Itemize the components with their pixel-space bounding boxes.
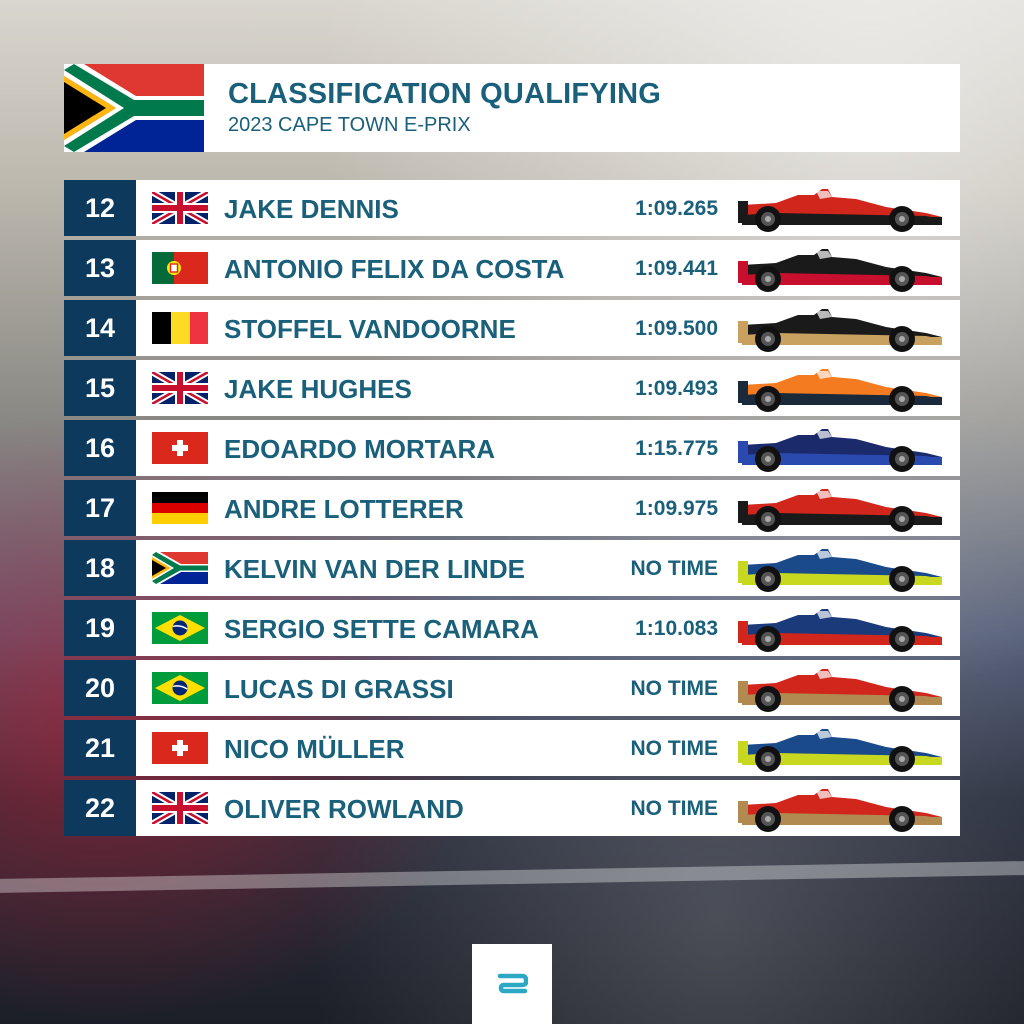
lap-time: 1:10.083 [635, 617, 718, 640]
table-row: 17 ANDRE LOTTERER 1:09.975 [64, 480, 960, 536]
page-subtitle: 2023 CAPE TOWN E-PRIX [228, 114, 471, 136]
brazil-flag-icon [152, 672, 208, 704]
table-row: 13 ANTONIO FELIX DA COSTA 1:09.441 [64, 240, 960, 296]
race-car-icon [738, 489, 942, 532]
formula-e-logo [472, 944, 552, 1024]
position-number: 22 [64, 780, 136, 836]
table-row: 14 STOFFEL VANDOORNE 1:09.500 [64, 300, 960, 356]
lap-time: 1:09.265 [635, 197, 718, 220]
race-car-icon [738, 789, 942, 832]
race-car-icon [738, 309, 942, 352]
lap-time: 1:09.975 [635, 497, 718, 520]
race-car-icon [738, 369, 942, 412]
driver-name: ANTONIO FELIX DA COSTA [224, 254, 565, 284]
position-number: 18 [64, 540, 136, 596]
uk-flag-icon [152, 792, 208, 824]
race-car-icon [738, 189, 942, 232]
position-number: 13 [64, 240, 136, 296]
south-africa-flag-icon [64, 64, 204, 152]
switzerland-flag-icon [152, 732, 208, 764]
lap-time: NO TIME [630, 737, 719, 760]
table-row: 18 KELVIN VAN DER LINDE NO TIME [64, 540, 960, 596]
table-row: 16 EDOARDO MORTARA 1:15.775 [64, 420, 960, 476]
driver-name: NICO MÜLLER [224, 734, 405, 764]
position-number: 14 [64, 300, 136, 356]
lap-time: 1:09.493 [635, 377, 718, 400]
driver-name: OLIVER ROWLAND [224, 794, 464, 824]
formula-e-logo-icon [497, 973, 528, 994]
lap-time: 1:15.775 [635, 437, 718, 460]
driver-name: LUCAS DI GRASSI [224, 674, 454, 704]
position-number: 16 [64, 420, 136, 476]
race-car-icon [738, 429, 942, 472]
south-africa-flag-icon [152, 552, 208, 584]
switzerland-flag-icon [152, 432, 208, 464]
race-car-icon [738, 549, 942, 592]
table-row: 15 JAKE HUGHES 1:09.493 [64, 360, 960, 416]
table-row: 19 SERGIO SETTE CAMARA 1:10.083 [64, 600, 960, 656]
table-row: 20 LUCAS DI GRASSI NO TIME [64, 660, 960, 716]
belgium-flag-icon [152, 312, 208, 344]
driver-name: SERGIO SETTE CAMARA [224, 614, 539, 644]
lap-time: 1:09.500 [635, 317, 718, 340]
race-car-icon [738, 609, 942, 652]
lap-time: 1:09.441 [635, 257, 718, 280]
position-number: 19 [64, 600, 136, 656]
table-row: 22 OLIVER ROWLAND NO TIME [64, 780, 960, 836]
race-car-icon [738, 249, 942, 292]
driver-name: STOFFEL VANDOORNE [224, 314, 516, 344]
race-car-icon [738, 669, 942, 712]
race-car-icon [738, 729, 942, 772]
driver-name: KELVIN VAN DER LINDE [224, 554, 525, 584]
position-number: 17 [64, 480, 136, 536]
header-card: CLASSIFICATION QUALIFYING 2023 CAPE TOWN… [64, 64, 960, 152]
portugal-flag-icon [152, 252, 208, 284]
driver-name: EDOARDO MORTARA [224, 434, 496, 464]
table-row: 12 JAKE DENNIS 1:09.265 [64, 180, 960, 236]
driver-name: JAKE HUGHES [224, 374, 412, 404]
lap-time: NO TIME [630, 797, 719, 820]
driver-name: ANDRE LOTTERER [224, 494, 464, 524]
driver-name: JAKE DENNIS [224, 194, 399, 224]
uk-flag-icon [152, 372, 208, 404]
table-row: 21 NICO MÜLLER NO TIME [64, 720, 960, 776]
lap-time: NO TIME [630, 557, 719, 580]
uk-flag-icon [152, 192, 208, 224]
lap-time: NO TIME [630, 677, 719, 700]
position-number: 21 [64, 720, 136, 776]
page-title: CLASSIFICATION QUALIFYING [228, 78, 662, 110]
germany-flag-icon [152, 492, 208, 524]
position-number: 20 [64, 660, 136, 716]
position-number: 15 [64, 360, 136, 416]
classification-list: 12 JAKE DENNIS 1:09.265 13 ANTONIO FELIX DA … [64, 180, 960, 840]
position-number: 12 [64, 180, 136, 236]
brazil-flag-icon [152, 612, 208, 644]
